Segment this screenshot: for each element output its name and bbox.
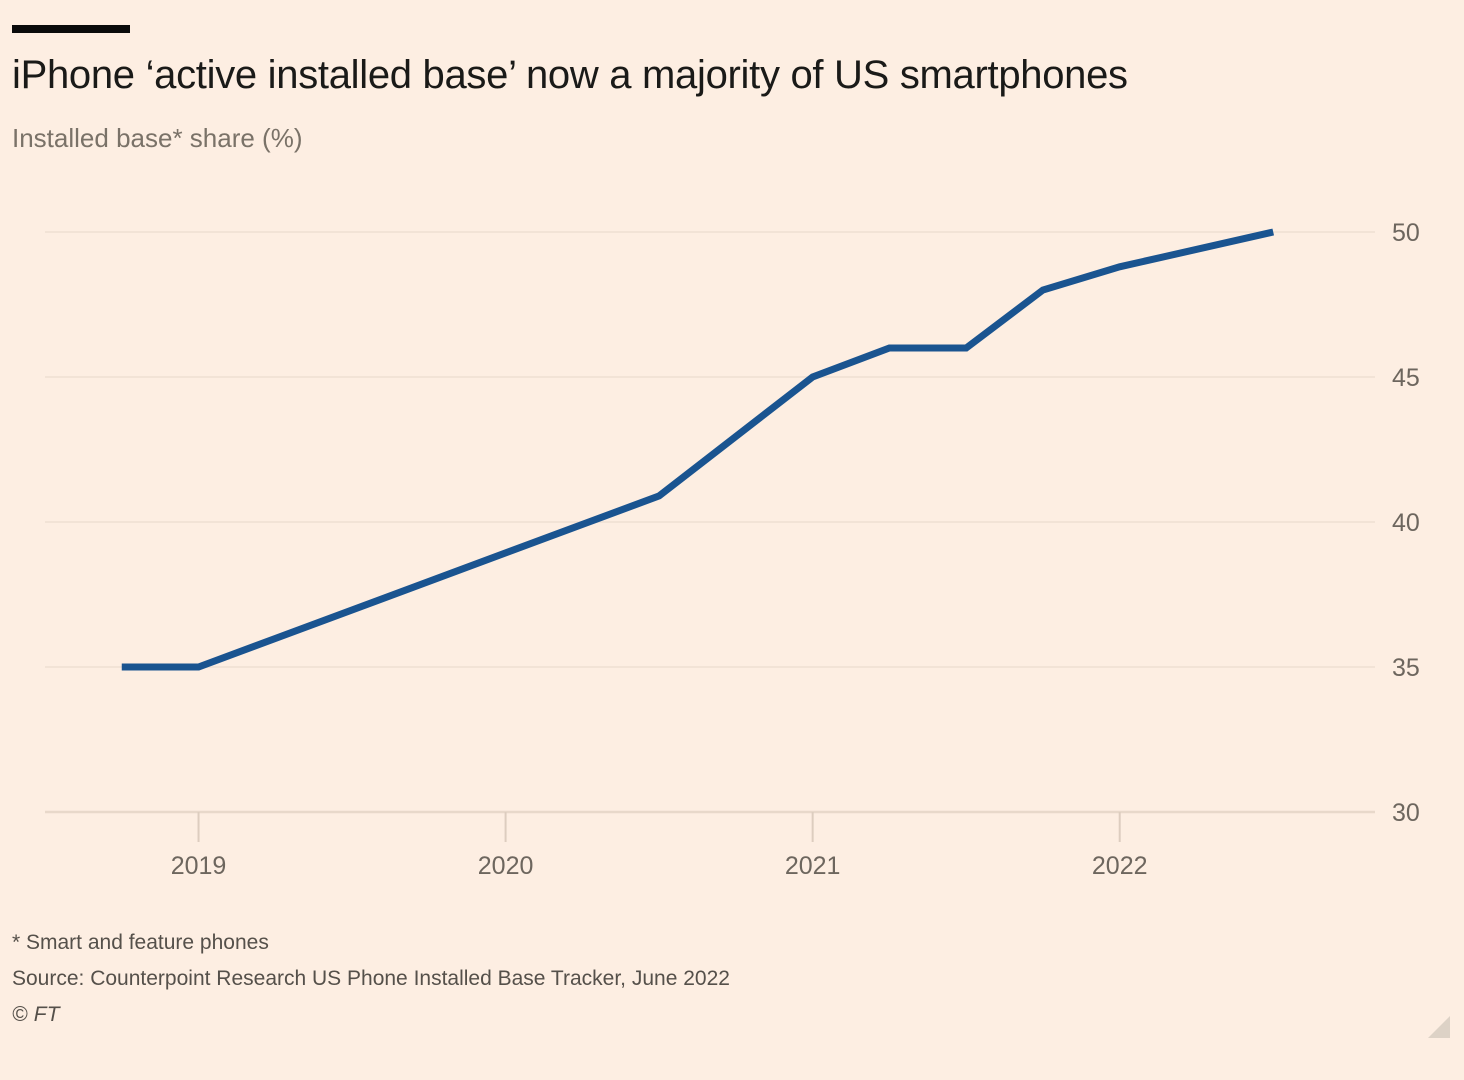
gridlines: [45, 231, 1375, 814]
data-series-group: [121, 228, 1275, 671]
y-axis-tick-labels: 30 35 40 45 50: [1392, 219, 1420, 827]
x-axis-tick-label: 2021: [785, 852, 841, 880]
y-axis-tick-label: 30: [1392, 799, 1420, 827]
series-line-iphone-share: [121, 228, 1275, 671]
x-axis-ticks: [197, 812, 1121, 842]
y-axis-tick-label: 35: [1392, 654, 1420, 682]
y-axis-tick-label: 45: [1392, 364, 1420, 392]
copyright-line: © FT: [12, 1003, 60, 1026]
x-axis-tick-label: 2019: [171, 852, 227, 880]
ft-top-rule: [12, 25, 130, 33]
source-line: Source: Counterpoint Research US Phone I…: [12, 967, 730, 990]
chart-subtitle: Installed base* share (%): [12, 123, 303, 153]
footnote-definition: * Smart and feature phones: [12, 931, 269, 954]
ft-corner-mark: [1428, 1016, 1450, 1038]
y-axis-tick-label: 40: [1392, 509, 1420, 537]
y-axis-tick-label: 50: [1392, 219, 1420, 247]
x-axis-tick-label: 2020: [478, 852, 534, 880]
chart-footnotes: * Smart and feature phones Source: Count…: [12, 925, 730, 1033]
x-axis-tick-label: 2022: [1092, 852, 1148, 880]
x-axis-tick-labels: 20182019202020212022: [171, 852, 1148, 880]
page-title: iPhone ‘active installed base’ now a maj…: [12, 53, 1128, 97]
